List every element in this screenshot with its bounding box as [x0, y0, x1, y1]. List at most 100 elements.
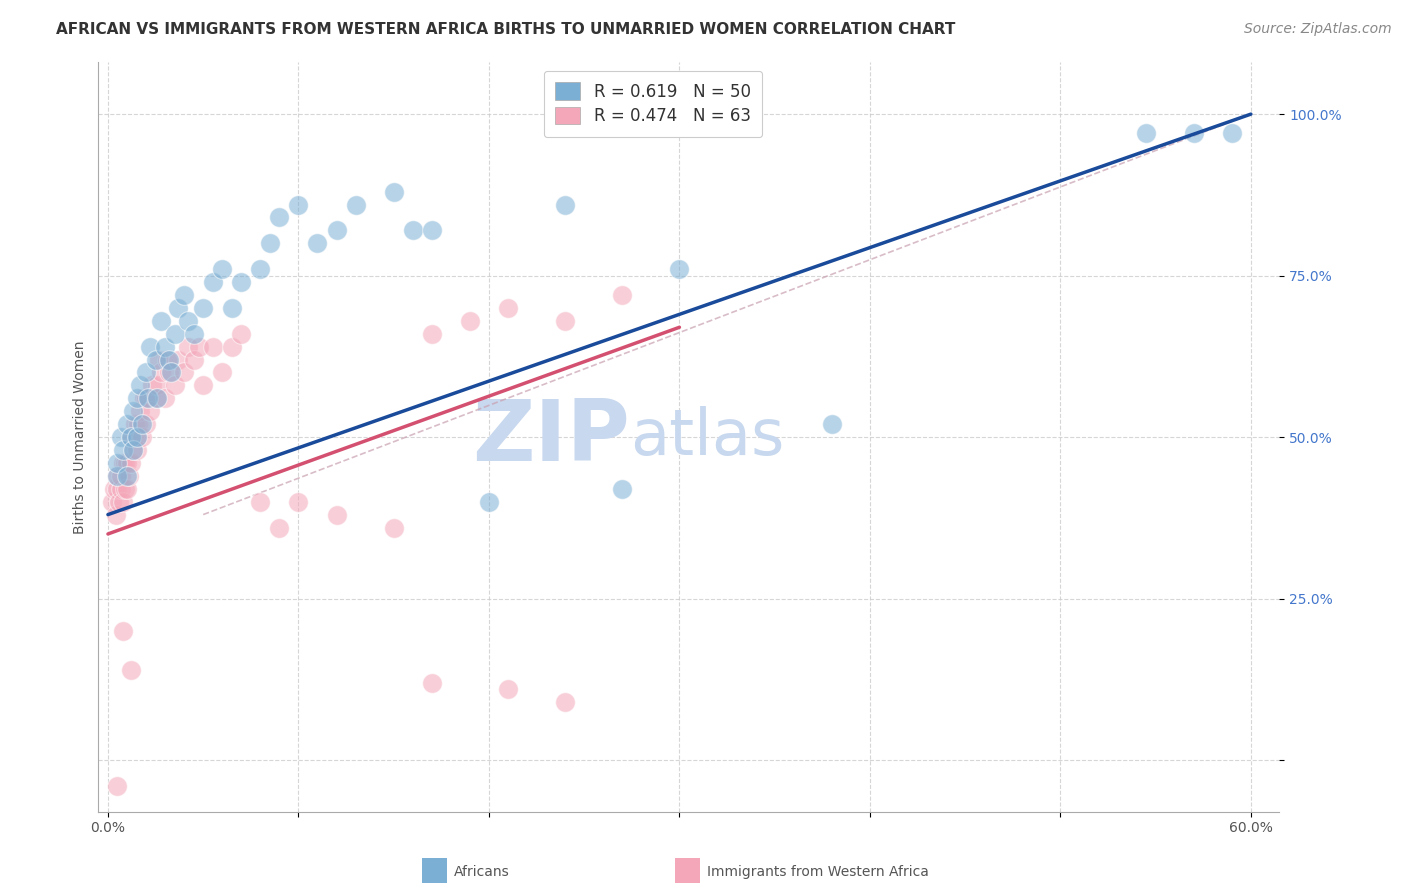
Point	[167, 301, 190, 315]
Point	[107, 779, 129, 793]
Point	[115, 417, 138, 432]
Text: AFRICAN VS IMMIGRANTS FROM WESTERN AFRICA BIRTHS TO UNMARRIED WOMEN CORRELATION : AFRICAN VS IMMIGRANTS FROM WESTERN AFRIC…	[56, 22, 956, 37]
Point	[139, 340, 162, 354]
Point	[114, 456, 136, 470]
Point	[115, 482, 138, 496]
Point	[121, 404, 143, 418]
Point	[107, 456, 129, 470]
Point	[131, 430, 153, 444]
Point	[344, 197, 367, 211]
Point	[153, 340, 176, 354]
Point	[112, 624, 135, 638]
Text: Source: ZipAtlas.com: Source: ZipAtlas.com	[1244, 22, 1392, 37]
Point	[221, 340, 243, 354]
Point	[150, 366, 173, 380]
Point	[420, 223, 443, 237]
Point	[125, 430, 148, 444]
Point	[114, 482, 136, 496]
Point	[478, 494, 501, 508]
Point	[115, 456, 138, 470]
Point	[103, 482, 125, 496]
Point	[496, 301, 519, 315]
Point	[420, 675, 443, 690]
Y-axis label: Births to Unmarried Women: Births to Unmarried Women	[73, 341, 87, 533]
Point	[145, 352, 167, 367]
Point	[136, 392, 159, 406]
Point	[124, 417, 146, 432]
Point	[668, 262, 690, 277]
Point	[325, 223, 347, 237]
Point	[125, 430, 148, 444]
Point	[125, 392, 148, 406]
Point	[112, 442, 135, 457]
Point	[120, 663, 142, 677]
Point	[287, 197, 309, 211]
Point	[108, 494, 131, 508]
Point	[201, 275, 224, 289]
Point	[120, 430, 142, 444]
Point	[188, 340, 211, 354]
Point	[554, 197, 576, 211]
Point	[141, 378, 163, 392]
Point	[183, 326, 205, 341]
Point	[269, 520, 291, 534]
Point	[259, 236, 281, 251]
Point	[107, 468, 129, 483]
Point	[125, 442, 148, 457]
Point	[120, 430, 142, 444]
Point	[193, 301, 215, 315]
Point	[112, 494, 135, 508]
Point	[129, 378, 152, 392]
Point	[177, 340, 200, 354]
Point	[146, 378, 169, 392]
Point	[127, 417, 149, 432]
Point	[612, 288, 634, 302]
Point	[104, 508, 127, 522]
Point	[129, 404, 152, 418]
Point	[163, 378, 186, 392]
Point	[554, 314, 576, 328]
Point	[1182, 127, 1205, 141]
Point	[118, 468, 141, 483]
Point	[148, 352, 170, 367]
Point	[135, 417, 157, 432]
Point	[120, 456, 142, 470]
Point	[173, 366, 195, 380]
Point	[1220, 127, 1243, 141]
Point	[145, 392, 167, 406]
Point	[110, 430, 132, 444]
Point	[249, 262, 271, 277]
Point	[183, 352, 205, 367]
Point	[121, 442, 143, 457]
Point	[231, 275, 253, 289]
Point	[1135, 127, 1157, 141]
Point	[231, 326, 253, 341]
Point	[382, 185, 405, 199]
Point	[612, 482, 634, 496]
Text: Africans: Africans	[454, 865, 510, 880]
Point	[211, 366, 233, 380]
Point	[269, 211, 291, 225]
Point	[156, 352, 179, 367]
Point	[554, 695, 576, 709]
Point	[193, 378, 215, 392]
Point	[139, 404, 162, 418]
Point	[157, 366, 180, 380]
Point	[173, 288, 195, 302]
Point	[307, 236, 329, 251]
Point	[100, 494, 122, 508]
Point	[287, 494, 309, 508]
Point	[107, 482, 129, 496]
Point	[821, 417, 844, 432]
Text: atlas: atlas	[630, 406, 785, 468]
Text: Immigrants from Western Africa: Immigrants from Western Africa	[707, 865, 929, 880]
Point	[131, 417, 153, 432]
Point	[325, 508, 347, 522]
Point	[115, 468, 138, 483]
Point	[496, 681, 519, 696]
Point	[167, 352, 190, 367]
Point	[458, 314, 481, 328]
Point	[249, 494, 271, 508]
Point	[135, 366, 157, 380]
Legend: R = 0.619   N = 50, R = 0.474   N = 63: R = 0.619 N = 50, R = 0.474 N = 63	[544, 70, 762, 137]
